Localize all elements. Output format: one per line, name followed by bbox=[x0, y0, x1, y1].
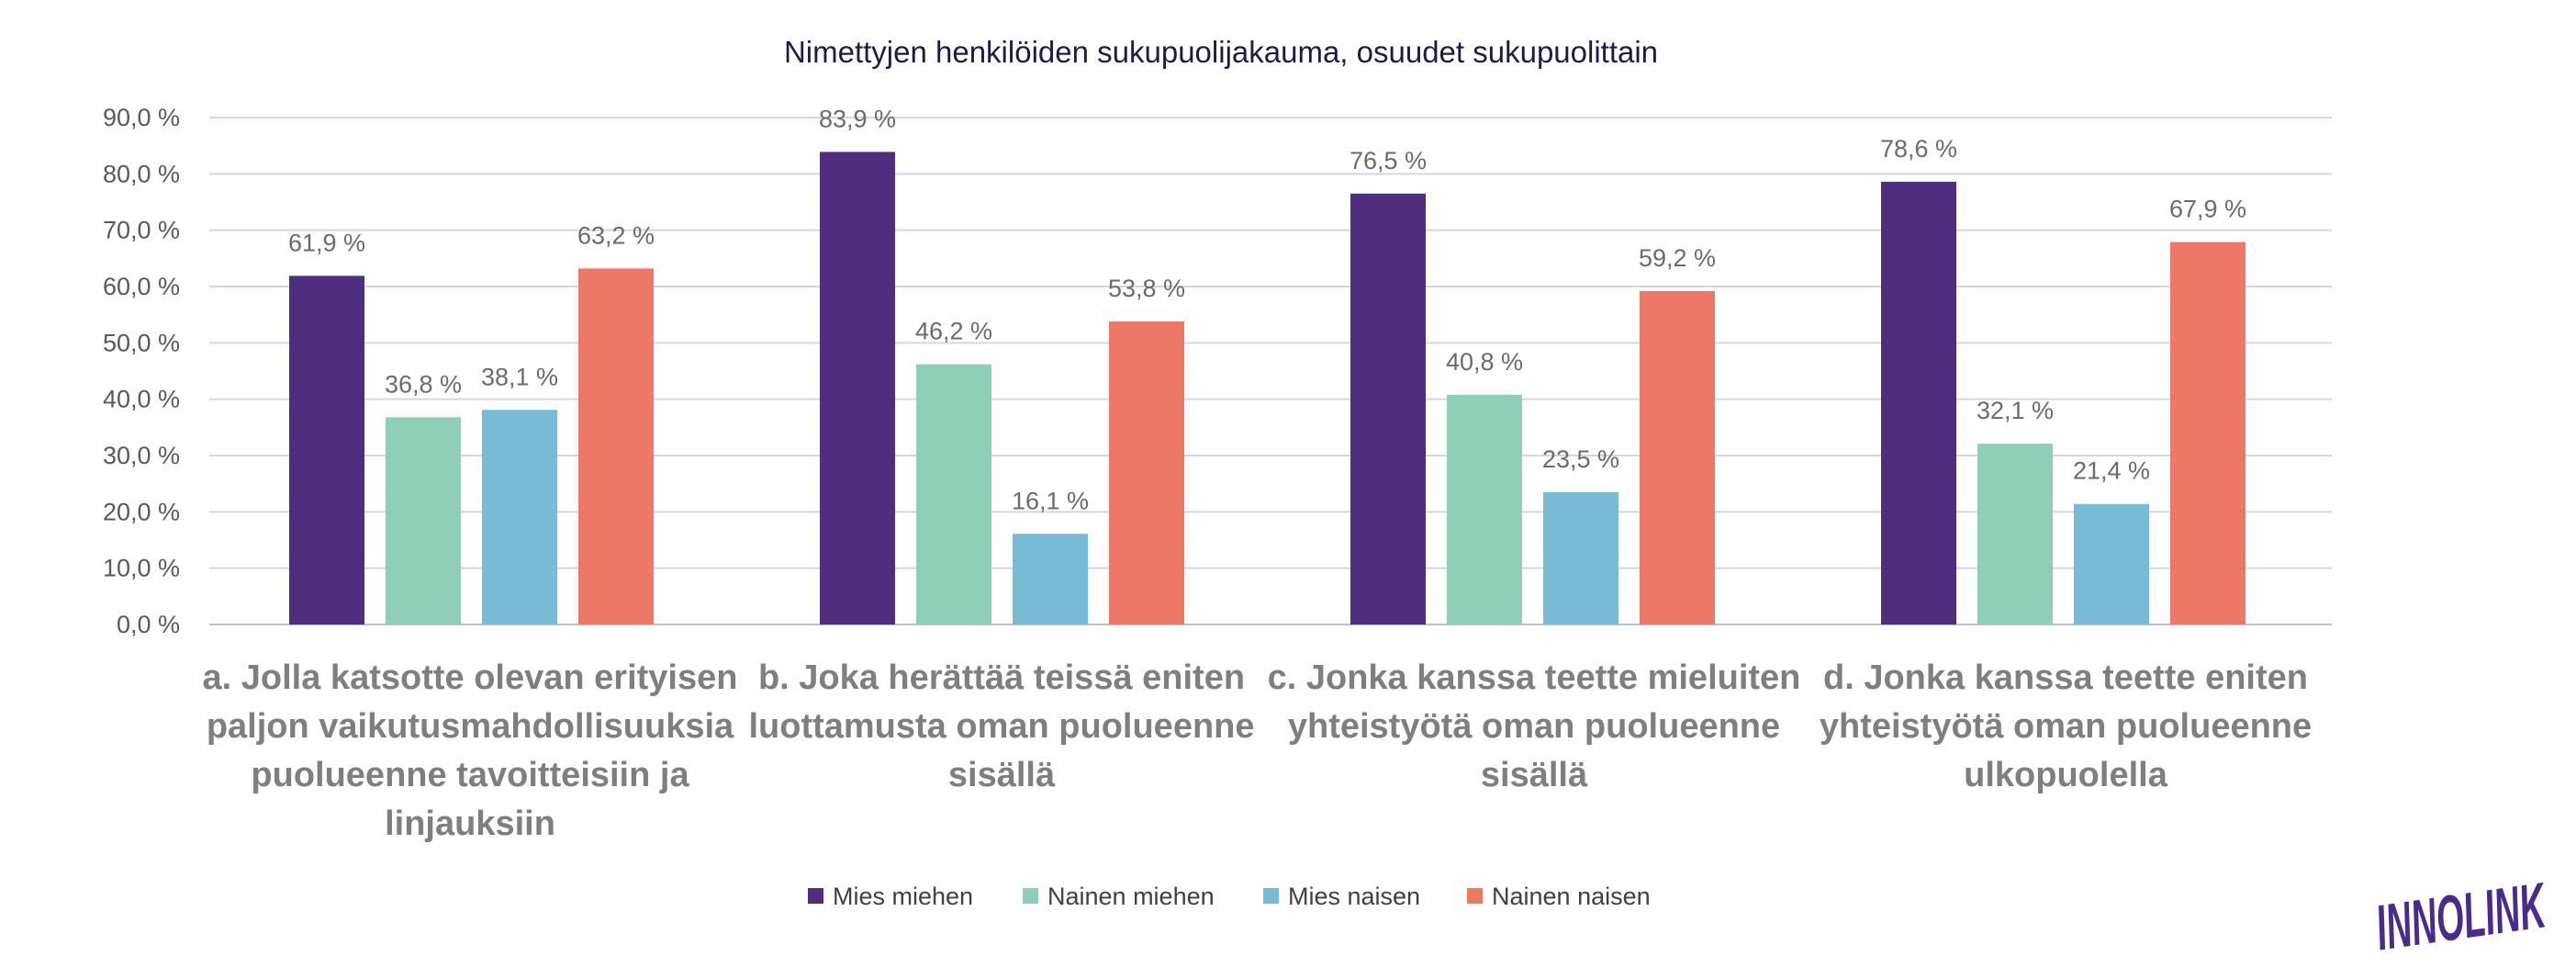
logo-wordmark: INNOLINK bbox=[2371, 869, 2551, 963]
y-tick-label: 10,0 % bbox=[103, 555, 180, 582]
bar bbox=[386, 417, 461, 625]
bar bbox=[1640, 290, 1715, 625]
y-tick-label: 50,0 % bbox=[103, 329, 180, 356]
data-labels: 61,9 % 36,8 % 38,1 % 63,2 % 83,9 % 46,2 % 16,1… bbox=[288, 105, 2246, 514]
bar bbox=[916, 364, 991, 625]
data-label: 61,9 % bbox=[288, 229, 365, 256]
bar bbox=[1109, 321, 1184, 625]
category-label: luottamusta oman puolueenne bbox=[748, 707, 1254, 746]
data-label: 36,8 % bbox=[385, 370, 462, 398]
category-label: sisällä bbox=[948, 756, 1056, 794]
legend-label: Nainen naisen bbox=[1492, 883, 1651, 910]
data-label: 63,2 % bbox=[577, 221, 655, 249]
category-label: c. Jonka kanssa teette mieluiten bbox=[1268, 658, 1801, 697]
bar bbox=[1013, 534, 1088, 625]
bars bbox=[289, 152, 2246, 625]
bar bbox=[1543, 491, 1618, 625]
category-label: d. Jonka kanssa teette eniten bbox=[1823, 658, 2308, 697]
gridlines bbox=[209, 117, 2332, 625]
data-label: 38,1 % bbox=[481, 363, 558, 390]
bar bbox=[578, 268, 654, 625]
category-label: a. Jolla katsotte olevan erityisen bbox=[203, 658, 738, 697]
data-label: 40,8 % bbox=[1446, 348, 1523, 376]
legend-swatch bbox=[1263, 888, 1279, 904]
legend-label: Mies naisen bbox=[1288, 883, 1420, 910]
y-tick-label: 80,0 % bbox=[103, 160, 180, 187]
y-tick-label: 60,0 % bbox=[103, 273, 180, 300]
category-label: yhteistyötä oman puolueenne bbox=[1820, 707, 2312, 746]
legend-swatch bbox=[1023, 888, 1038, 904]
legend: Mies miehen Nainen miehen Mies naisen Naine… bbox=[808, 883, 1651, 910]
data-label: 78,6 % bbox=[1880, 135, 1957, 163]
innolink-logo: INNOLINK bbox=[2371, 869, 2551, 963]
data-label: 16,1 % bbox=[1012, 487, 1089, 514]
bar bbox=[289, 276, 364, 625]
category-label: linjauksiin bbox=[385, 805, 555, 843]
category-label: yhteistyötä oman puolueenne bbox=[1288, 707, 1780, 746]
x-axis-categories: a. Jolla katsotte olevan erityisen paljon… bbox=[203, 658, 2313, 843]
bar bbox=[1447, 394, 1522, 625]
category-label: puolueenne tavoitteisiin ja bbox=[251, 756, 689, 794]
bar bbox=[1881, 181, 1956, 625]
y-tick-label: 70,0 % bbox=[103, 217, 180, 244]
bar bbox=[2170, 242, 2246, 625]
bar bbox=[1350, 193, 1426, 625]
category-label: b. Joka herättää teissä eniten bbox=[758, 658, 1245, 697]
legend-label: Mies miehen bbox=[833, 883, 973, 910]
y-axis-ticks: 0,0 % 10,0 % 20,0 % 30,0 % 40,0 % 50,0 % 60,0 … bbox=[103, 104, 180, 638]
category-label: paljon vaikutusmahdollisuuksia bbox=[207, 707, 734, 746]
data-label: 53,8 % bbox=[1108, 275, 1185, 302]
legend-swatch bbox=[808, 888, 823, 904]
data-label: 21,4 % bbox=[2073, 457, 2150, 485]
data-label: 46,2 % bbox=[915, 318, 992, 345]
y-tick-label: 40,0 % bbox=[103, 386, 180, 413]
category-label: ulkopuolella bbox=[1964, 756, 2168, 794]
data-label: 59,2 % bbox=[1639, 244, 1716, 272]
data-label: 83,9 % bbox=[819, 105, 896, 132]
category-label: sisällä bbox=[1481, 756, 1588, 794]
bar bbox=[1977, 444, 2053, 625]
y-tick-label: 0,0 % bbox=[117, 611, 180, 638]
bar bbox=[2074, 503, 2149, 625]
legend-swatch bbox=[1467, 888, 1483, 904]
y-tick-label: 20,0 % bbox=[103, 498, 180, 525]
bar bbox=[820, 152, 895, 625]
legend-label: Nainen miehen bbox=[1047, 883, 1215, 910]
data-label: 67,9 % bbox=[2169, 196, 2246, 223]
data-label: 23,5 % bbox=[1542, 445, 1619, 473]
bar bbox=[482, 410, 557, 625]
data-label: 76,5 % bbox=[1350, 147, 1427, 174]
chart-title: Nimettyjen henkilöiden sukupuolijakauma,… bbox=[784, 35, 1658, 69]
y-tick-label: 90,0 % bbox=[103, 104, 180, 131]
y-tick-label: 30,0 % bbox=[103, 442, 180, 469]
data-label: 32,1 % bbox=[1977, 397, 2054, 424]
